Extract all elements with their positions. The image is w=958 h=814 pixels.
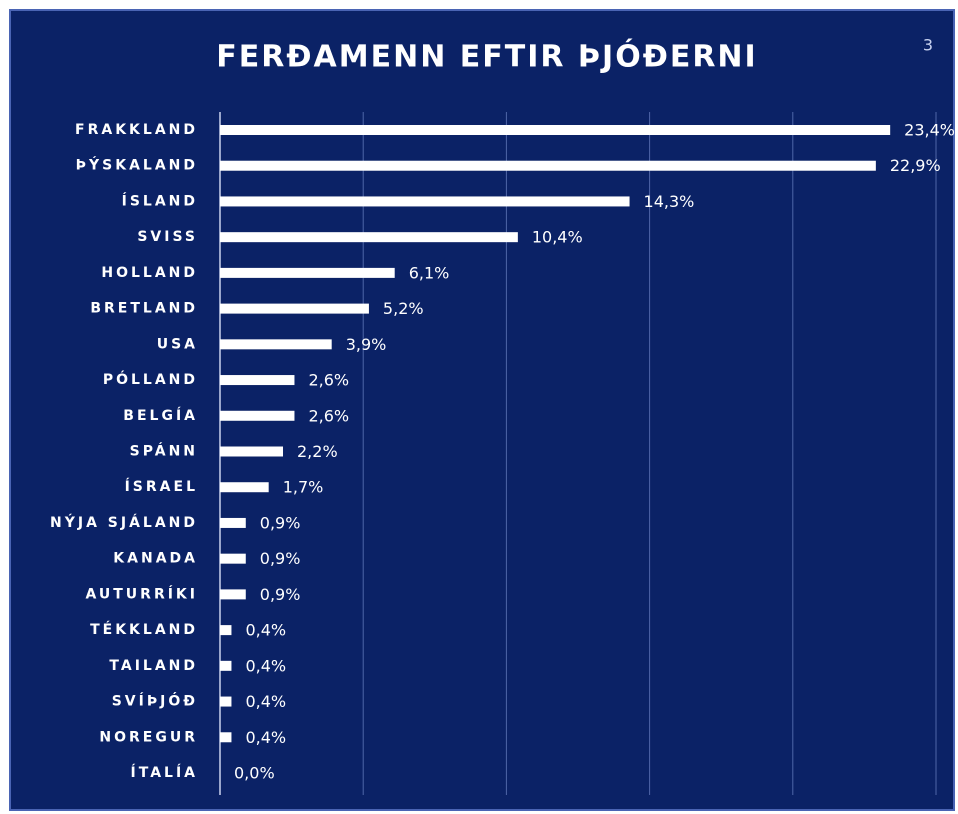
slide-number: 3 (923, 36, 933, 55)
bar (220, 267, 395, 278)
bar (220, 696, 232, 707)
data-label: 1,7% (283, 478, 324, 497)
bar (220, 339, 332, 350)
data-label: 0,9% (260, 585, 301, 604)
data-label: 0,9% (260, 549, 301, 568)
bar (220, 375, 295, 386)
bar (220, 232, 518, 243)
data-label: 2,2% (297, 442, 338, 461)
bar (220, 303, 369, 314)
y-tick-label: SPÁNN (130, 443, 198, 460)
y-tick-label: ÍSRAEL (125, 478, 198, 495)
bar (220, 660, 232, 671)
y-tick-label: SVISS (137, 229, 198, 245)
bar (220, 482, 269, 493)
bar (220, 410, 295, 421)
y-tick-label: ÍTALÍA (131, 764, 198, 781)
y-tick-label: BELGÍA (123, 407, 198, 424)
bar (220, 446, 284, 457)
data-label: 0,4% (245, 692, 286, 711)
y-tick-label: NÝJA SJÁLAND (50, 513, 198, 531)
data-label: 14,3% (644, 192, 695, 211)
y-tick-label: SVÍÞJÓÐ (112, 692, 198, 710)
y-tick-label: ÞÝSKALAND (76, 156, 198, 174)
bar (220, 553, 246, 564)
data-label: 0,4% (245, 728, 286, 747)
data-label: 2,6% (308, 371, 349, 390)
data-label: 22,9% (890, 156, 941, 175)
data-label: 23,4% (904, 121, 955, 140)
slide (9, 9, 955, 811)
y-tick-label: HOLLAND (101, 265, 198, 281)
data-label: 6,1% (409, 263, 450, 282)
y-tick-label: NOREGUR (99, 729, 198, 745)
y-tick-label: KANADA (113, 551, 198, 567)
data-label: 0,0% (234, 764, 275, 783)
data-label: 3,9% (346, 335, 387, 354)
data-label: 2,6% (308, 406, 349, 425)
data-label: 5,2% (383, 299, 424, 318)
y-tick-label: TÉKKLAND (90, 621, 198, 638)
data-label: 0,4% (245, 621, 286, 640)
bar (220, 625, 232, 636)
y-tick-label: TAILAND (109, 658, 198, 674)
y-tick-label: PÓLLAND (103, 370, 198, 388)
chart-title: FERÐAMENN EFTIR ÞJÓÐERNI (216, 38, 757, 75)
bar (220, 125, 891, 135)
y-tick-label: AUTURRÍKI (85, 585, 198, 602)
y-tick-label: BRETLAND (90, 301, 198, 317)
bar (220, 160, 876, 171)
data-label: 0,4% (245, 656, 286, 675)
data-label: 10,4% (532, 228, 583, 247)
y-tick-label: ÍSLAND (122, 192, 198, 209)
bar (220, 517, 246, 528)
bar (220, 589, 246, 600)
bar (220, 732, 232, 743)
y-tick-label: FRAKKLAND (75, 122, 198, 138)
data-label: 0,9% (260, 513, 301, 532)
y-tick-label: USA (157, 336, 198, 352)
bar (220, 196, 630, 207)
